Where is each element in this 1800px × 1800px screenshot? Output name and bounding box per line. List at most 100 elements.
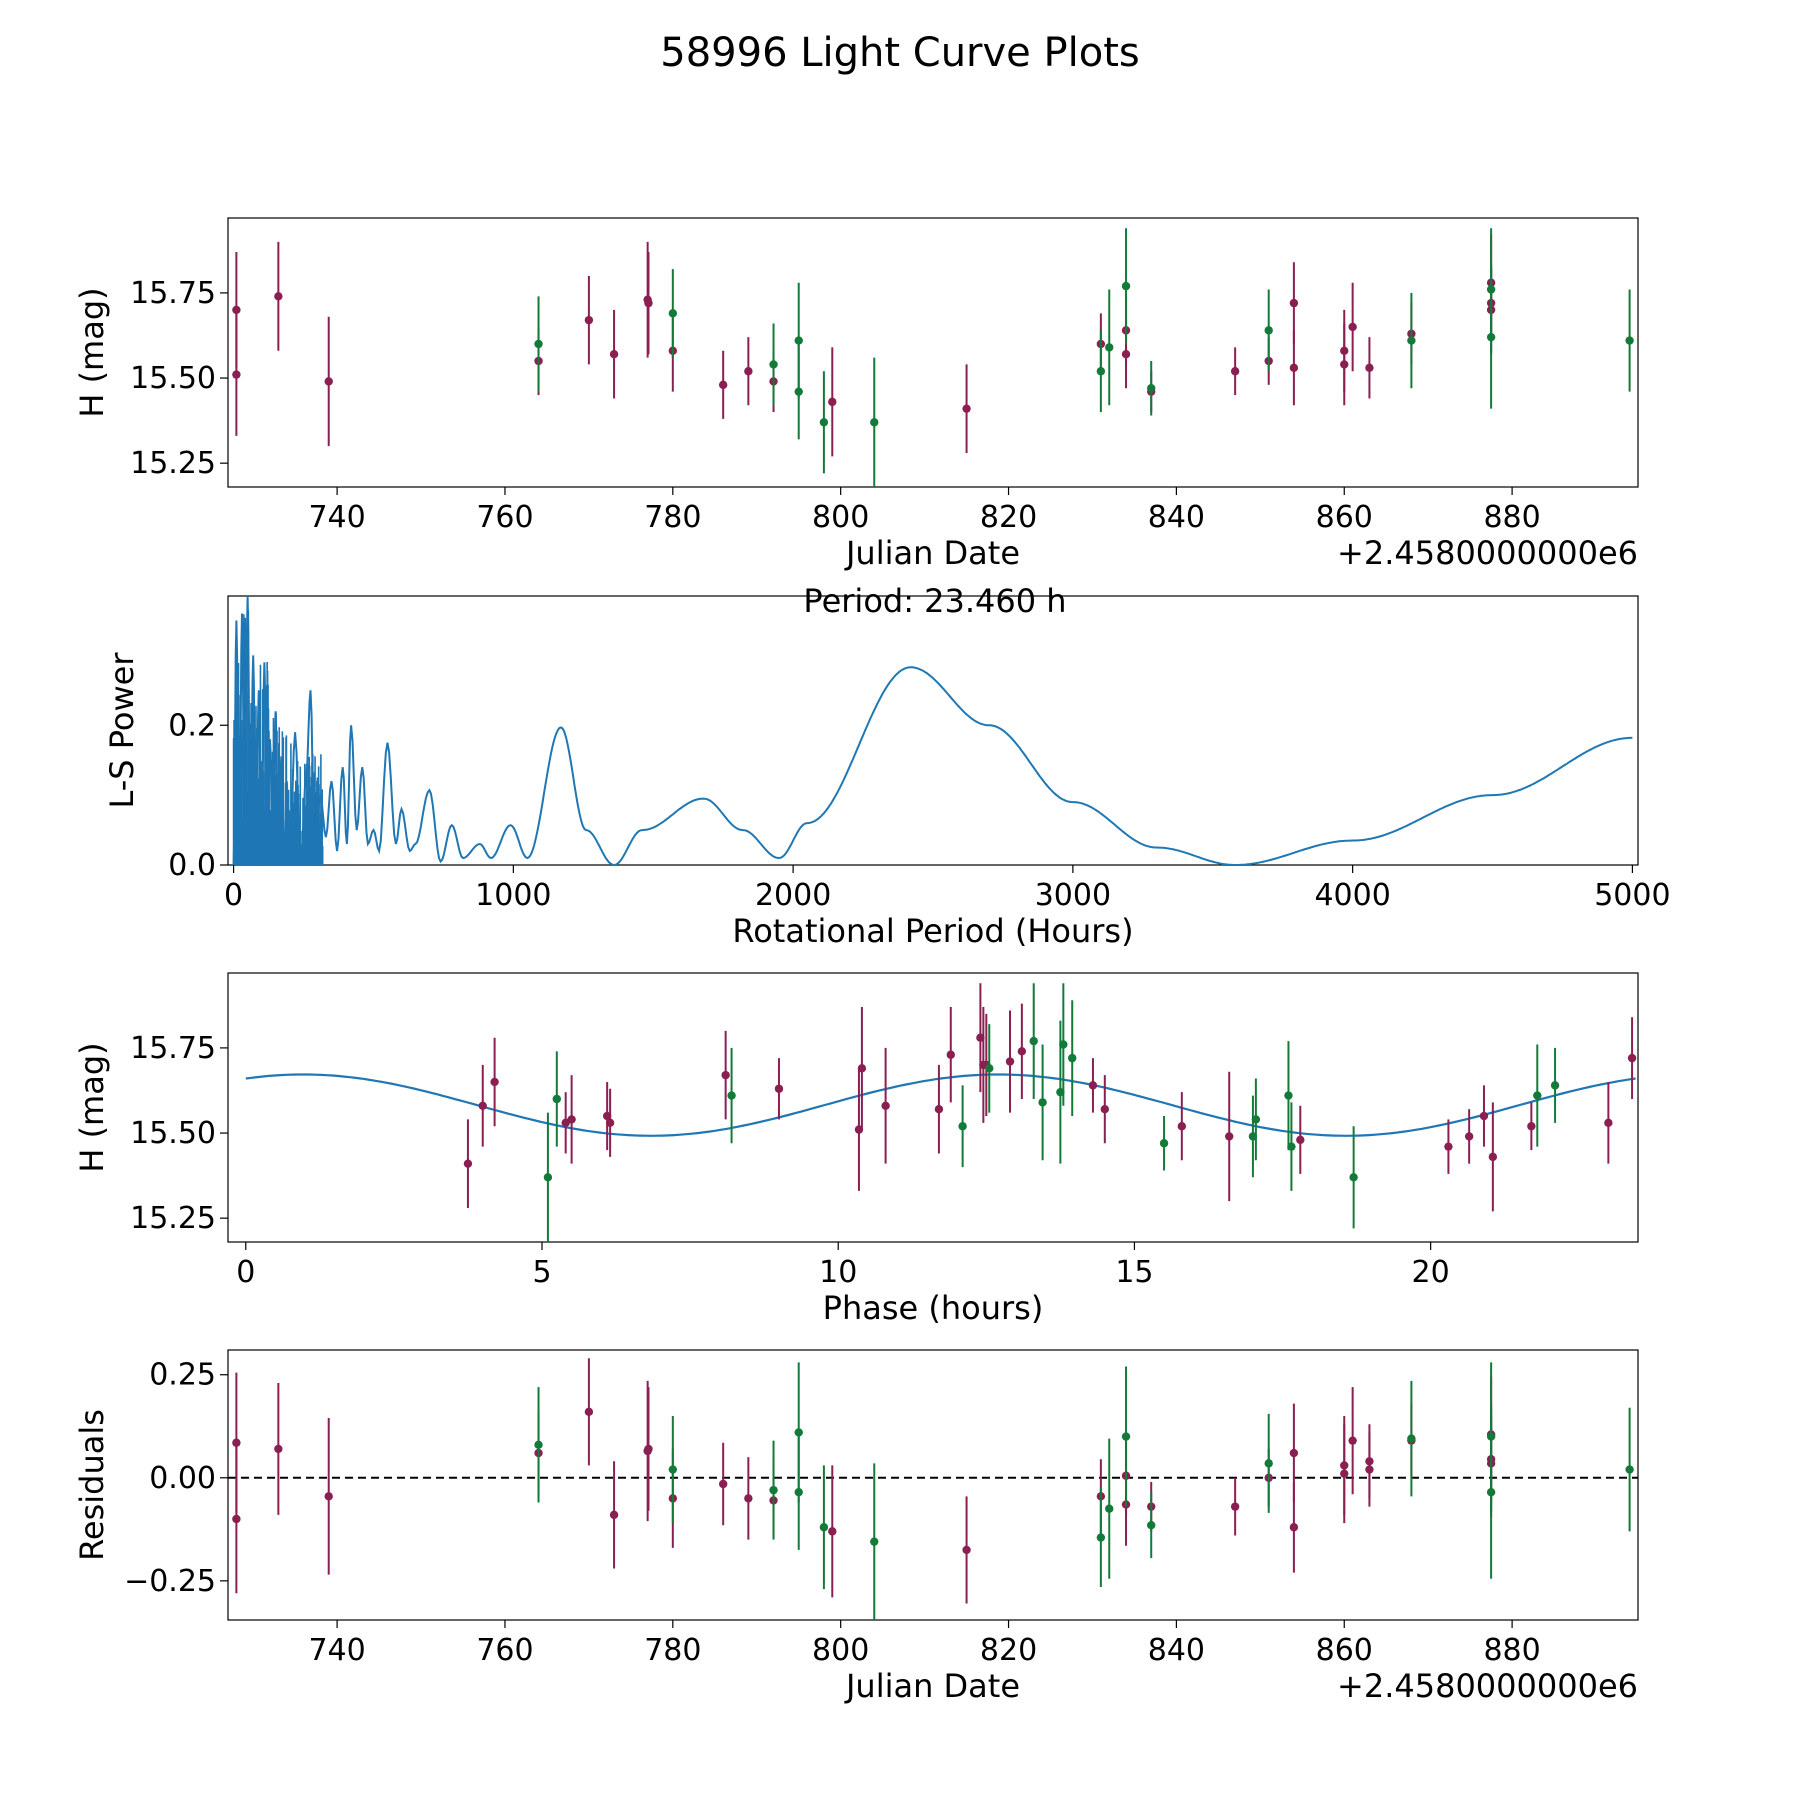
series-magenta [463,983,1637,1212]
x-tick-label: 15 [1115,1255,1153,1290]
series-magenta [232,1358,1496,1604]
data-point [1349,1173,1358,1182]
data-point [1340,1469,1349,1478]
figure-title: 58996 Light Curve Plots [660,30,1139,76]
data-point [584,1407,594,1417]
y-tick-label: 0.25 [149,1358,216,1393]
data-point [744,1494,753,1503]
x-tick-label: 740 [308,1633,365,1668]
x-tick-label: 780 [644,1633,701,1668]
data-point [1604,1118,1613,1128]
data-point [274,1444,283,1454]
data-point [1289,363,1299,373]
data-point [1464,1132,1474,1141]
data-point [962,404,971,413]
x-tick-label: 800 [812,1633,869,1668]
data-point [1550,1081,1560,1090]
x-tick-label: 4000 [1314,878,1390,913]
x-tick-label: 840 [1148,1633,1205,1668]
data-point [609,1510,619,1520]
axes-frame [227,972,1639,1243]
data-point [324,1492,333,1501]
x-tick-label: 0 [224,878,243,913]
x-tick-label: 0 [236,1255,255,1290]
y-tick-label: 15.50 [130,1116,216,1151]
data-point [744,367,753,376]
x-tick-label: 20 [1412,1255,1450,1290]
x-tick-label: 760 [476,500,533,535]
period-annotation: Period: 23.460 h [803,582,1066,620]
data-point [1486,332,1496,342]
axes-frame [227,1349,1639,1621]
data-point [1365,363,1374,373]
x-tick-label: 880 [1483,1633,1540,1668]
x-tick-label: 740 [308,500,365,535]
x-tick-label: 820 [980,500,1037,535]
y-axis-label: Residuals [73,1409,111,1561]
x-tick-label: 800 [812,500,869,535]
data-point [1230,367,1240,376]
data-point [1105,343,1114,352]
data-point [490,1077,499,1087]
x-tick-label: 860 [1316,500,1373,535]
data-point [1533,1091,1542,1100]
data-point [1088,1081,1098,1090]
data-point [1068,1053,1077,1063]
data-point [1264,326,1273,335]
data-point [946,1050,955,1059]
data-point [727,1091,736,1100]
residuals-panel: 740 760 780 800 820 840 860 880 −0.25 0.00 0.25 Jul… [73,1349,1639,1705]
data-point [721,1070,730,1080]
data-point [1289,1448,1299,1458]
data-point [962,1545,971,1555]
y-tick-label: 15.25 [130,1201,216,1236]
x-offset-label: +2.4580000000e6 [1337,534,1638,572]
data-point [774,1084,784,1093]
x-tick-label: 10 [819,1255,857,1290]
data-point [1225,1132,1234,1141]
data-point [232,305,241,315]
data-point [534,1440,543,1450]
y-tick-label: 15.75 [130,276,216,311]
data-point [718,1479,728,1489]
data-point [1348,322,1357,332]
data-point [870,1537,879,1546]
data-point [794,387,803,396]
data-point [769,1485,778,1495]
x-tick-label: 840 [1148,500,1205,535]
data-point [857,1064,867,1073]
periodogram-noise [232,610,324,865]
data-point [1625,1465,1634,1474]
x-tick-label: 780 [644,500,701,535]
data-point [1488,1152,1498,1162]
data-point [1625,336,1634,345]
model-curve [245,1073,1636,1137]
x-tick-label: 860 [1316,1633,1373,1668]
data-point [718,380,728,390]
data-point [1096,367,1106,376]
axes-frame [227,217,1639,488]
data-point [1289,298,1299,308]
data-point [1627,1053,1637,1063]
data-point [958,1122,967,1131]
data-point [668,309,678,318]
data-point [644,298,653,308]
data-point [463,1159,473,1168]
phase-folded-panel: 0 5 10 15 20 15.25 15.50 15.75 Phase (hours) H (m… [73,972,1639,1327]
x-tick-label: 820 [980,1633,1037,1668]
data-point [1121,1432,1131,1441]
x-tick-label: 1000 [475,878,551,913]
y-tick-label: −0.25 [124,1564,216,1599]
periodogram-panel: Period: 23.460 h 0 1000 2000 3000 4000 5000 0.… [103,582,1671,950]
data-point [794,336,803,345]
data-point [534,339,543,349]
data-point [985,1064,994,1073]
data-point [769,360,778,369]
data-point [605,1118,615,1128]
data-point [828,1527,837,1536]
data-point [567,1115,576,1124]
data-point [1284,1091,1293,1100]
data-point [1407,1434,1416,1443]
y-tick-label: 0.00 [149,1461,216,1496]
series-magenta [232,235,1496,457]
